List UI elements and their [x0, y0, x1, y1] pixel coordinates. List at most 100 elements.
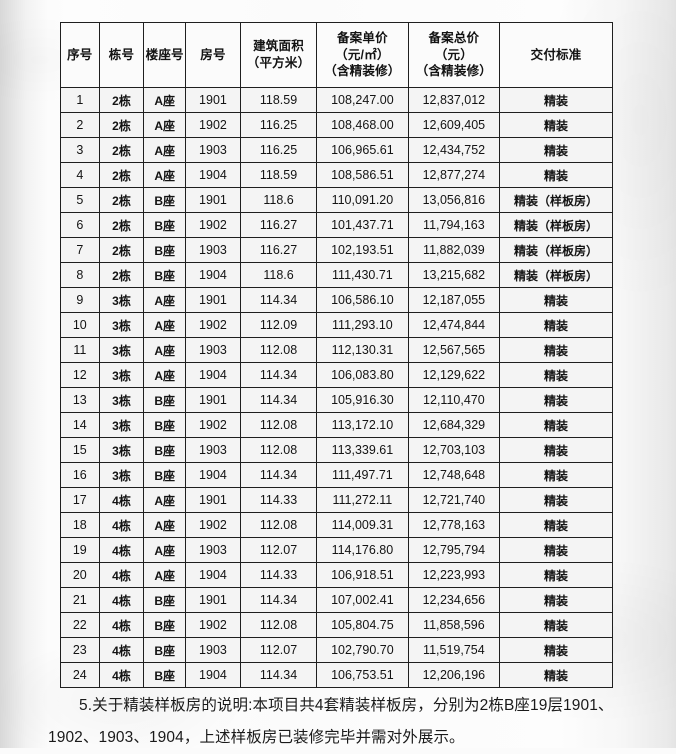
- cell-delivery-standard: 精装: [499, 287, 613, 313]
- cell-tower: A座: [143, 162, 187, 188]
- cell-delivery-standard: 精装（样板房）: [499, 187, 613, 213]
- cell-room: 1904: [185, 362, 241, 388]
- cell-room: 1904: [185, 162, 241, 188]
- column-header-seq: 序号: [60, 22, 100, 88]
- cell-total-price: 12,703,103: [407, 437, 501, 463]
- table-row: 23 4栋 B座 1903 112.07 102,790.70 11,519,754 精装: [60, 637, 613, 663]
- price-table-container: 序号 栋号 楼座号 房号 建筑面积 （平方米） 备案单价 （元/㎡）: [60, 22, 613, 688]
- column-header-seq-label: 序号: [67, 47, 93, 62]
- column-header-delivery-standard-label: 交付标准: [530, 47, 582, 62]
- cell-room: 1901: [185, 287, 241, 313]
- cell-total-price: 13,215,682: [407, 262, 501, 288]
- cell-building: 4栋: [98, 587, 145, 613]
- cell-area: 112.08: [239, 437, 318, 463]
- cell-tower: A座: [143, 337, 187, 363]
- cell-total-price: 11,858,596: [407, 612, 501, 638]
- cell-delivery-standard: 精装: [499, 162, 613, 188]
- cell-room: 1903: [185, 537, 241, 563]
- cell-building: 4栋: [98, 637, 145, 663]
- cell-room: 1901: [185, 487, 241, 513]
- cell-unit-price: 108,468.00: [316, 112, 409, 138]
- cell-total-price: 12,187,055: [407, 287, 501, 313]
- cell-tower: A座: [143, 362, 187, 388]
- cell-area: 114.33: [239, 487, 318, 513]
- table-row: 7 2栋 B座 1903 116.27 102,193.51 11,882,039 精装（样板…: [60, 237, 613, 263]
- cell-unit-price: 108,586.51: [316, 162, 409, 188]
- cell-room: 1903: [185, 337, 241, 363]
- table-row: 11 3栋 A座 1903 112.08 112,130.31 12,567,565 精装: [60, 337, 613, 363]
- cell-building: 2栋: [98, 137, 145, 163]
- cell-tower: A座: [143, 487, 187, 513]
- table-row: 8 2栋 B座 1904 118.6 111,430.71 13,215,682 精装（样板房…: [60, 262, 613, 288]
- cell-total-price: 12,223,993: [407, 562, 501, 588]
- cell-building: 4栋: [98, 512, 145, 538]
- cell-area: 112.07: [239, 637, 318, 663]
- cell-building: 2栋: [98, 262, 145, 288]
- cell-delivery-standard: 精装: [499, 662, 613, 688]
- column-header-room-label: 房号: [200, 47, 226, 62]
- cell-room: 1902: [185, 512, 241, 538]
- cell-area: 112.08: [239, 337, 318, 363]
- cell-total-price: 12,877,274: [407, 162, 501, 188]
- cell-tower: A座: [143, 137, 187, 163]
- cell-seq: 20: [60, 562, 100, 588]
- column-header-area: 建筑面积 （平方米）: [239, 22, 318, 88]
- column-header-delivery-standard: 交付标准: [499, 22, 613, 88]
- cell-total-price: 11,519,754: [407, 637, 501, 663]
- cell-area: 116.25: [239, 137, 318, 163]
- cell-room: 1903: [185, 637, 241, 663]
- cell-delivery-standard: 精装（样板房）: [499, 237, 613, 263]
- cell-total-price: 12,795,794: [407, 537, 501, 563]
- cell-unit-price: 102,193.51: [316, 237, 409, 263]
- cell-seq: 8: [60, 262, 100, 288]
- column-header-building-label: 栋号: [108, 47, 135, 62]
- cell-unit-price: 106,965.61: [316, 137, 409, 163]
- cell-unit-price: 106,083.80: [316, 362, 409, 388]
- cell-unit-price: 105,804.75: [316, 612, 409, 638]
- cell-area: 112.09: [239, 312, 318, 338]
- cell-delivery-standard: 精装（样板房）: [499, 212, 613, 238]
- cell-building: 4栋: [98, 612, 145, 638]
- cell-tower: B座: [143, 262, 187, 288]
- cell-unit-price: 111,293.10: [316, 312, 409, 338]
- cell-unit-price: 113,339.61: [316, 437, 409, 463]
- cell-delivery-standard: 精装: [499, 562, 613, 588]
- cell-total-price: 11,794,163: [407, 212, 501, 238]
- cell-total-price: 11,882,039: [407, 237, 501, 263]
- cell-tower: B座: [143, 387, 187, 413]
- column-header-total-price: 备案总价 （元） （含精装修）: [407, 22, 501, 88]
- cell-seq: 7: [60, 237, 100, 263]
- cell-area: 116.27: [239, 237, 318, 263]
- cell-seq: 18: [60, 512, 100, 538]
- cell-room: 1902: [185, 112, 241, 138]
- cell-delivery-standard: 精装（样板房）: [499, 262, 613, 288]
- cell-building: 3栋: [98, 337, 145, 363]
- cell-area: 118.59: [239, 87, 318, 113]
- table-row: 10 3栋 A座 1902 112.09 111,293.10 12,474,844 精装: [60, 312, 613, 338]
- cell-building: 3栋: [98, 437, 145, 463]
- column-header-unit-price-line1: 备案单价: [336, 30, 388, 45]
- table-row: 13 3栋 B座 1901 114.34 105,916.30 12,110,470 精装: [60, 387, 613, 413]
- column-header-total-price-line3: （含精装修）: [415, 64, 492, 79]
- column-header-area-line2: （平方米）: [246, 56, 311, 70]
- cell-building: 3栋: [98, 287, 145, 313]
- cell-tower: A座: [143, 112, 187, 138]
- cell-total-price: 12,837,012: [407, 87, 501, 113]
- cell-building: 4栋: [98, 537, 145, 563]
- cell-unit-price: 101,437.71: [316, 212, 409, 238]
- cell-area: 114.34: [239, 462, 318, 488]
- cell-delivery-standard: 精装: [499, 462, 613, 488]
- cell-total-price: 12,474,844: [407, 312, 501, 338]
- column-header-building: 栋号: [98, 22, 145, 88]
- cell-area: 114.34: [239, 287, 318, 313]
- cell-seq: 17: [60, 487, 100, 513]
- cell-building: 3栋: [98, 387, 145, 413]
- cell-building: 2栋: [98, 212, 145, 238]
- cell-building: 2栋: [98, 237, 145, 263]
- price-filing-table: 序号 栋号 楼座号 房号 建筑面积 （平方米） 备案单价 （元/㎡）: [60, 22, 613, 688]
- cell-total-price: 12,206,196: [407, 662, 501, 688]
- column-header-unit-price-line2: （元/㎡）: [335, 47, 390, 62]
- cell-unit-price: 111,272.11: [316, 487, 409, 513]
- cell-room: 1901: [185, 87, 241, 113]
- cell-delivery-standard: 精装: [499, 537, 613, 563]
